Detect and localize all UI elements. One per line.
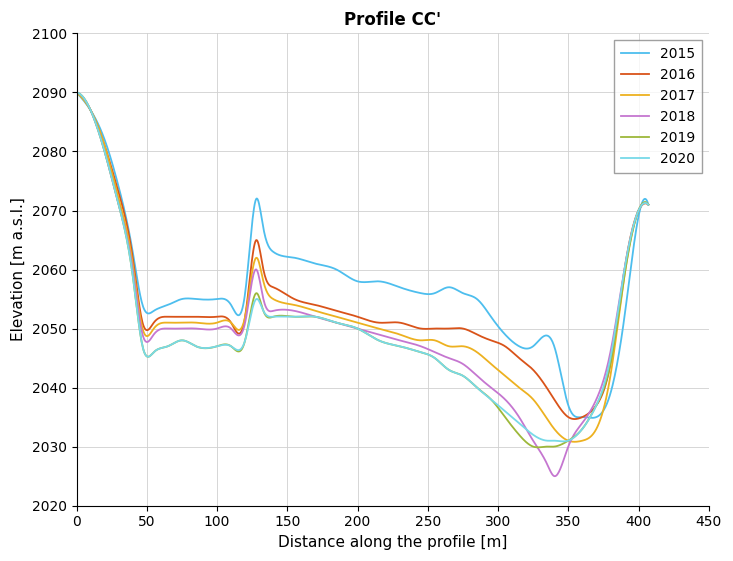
2017 <box>419 337 428 344</box>
2020 <box>559 438 567 445</box>
2015 <box>436 287 445 293</box>
Line: 2016: 2016 <box>76 93 649 419</box>
2018 <box>404 339 413 346</box>
2018 <box>72 89 81 96</box>
2020 <box>404 345 413 352</box>
2015 <box>644 201 653 208</box>
X-axis label: Distance along the profile [m]: Distance along the profile [m] <box>278 535 507 550</box>
2015 <box>587 415 596 421</box>
2016 <box>564 414 573 421</box>
2018 <box>644 201 653 208</box>
2016 <box>506 347 515 353</box>
2018 <box>506 402 515 408</box>
2015 <box>506 336 515 343</box>
2015 <box>107 158 116 164</box>
2015 <box>404 287 413 293</box>
2015 <box>72 89 81 96</box>
2016 <box>436 325 445 332</box>
2015 <box>564 404 573 411</box>
2019 <box>534 444 542 450</box>
2017 <box>436 339 445 346</box>
2019 <box>506 421 515 427</box>
Line: 2019: 2019 <box>76 93 649 447</box>
2020 <box>506 412 515 419</box>
2017 <box>404 334 413 341</box>
2018 <box>550 473 559 480</box>
2020 <box>419 350 428 356</box>
Line: 2015: 2015 <box>76 93 649 418</box>
2017 <box>506 377 515 384</box>
2020 <box>644 201 653 208</box>
2020 <box>72 89 81 96</box>
Legend: 2015, 2016, 2017, 2018, 2019, 2020: 2015, 2016, 2017, 2018, 2019, 2020 <box>614 40 701 173</box>
2018 <box>436 351 445 358</box>
2017 <box>107 168 116 174</box>
2019 <box>404 345 413 352</box>
2019 <box>72 89 81 96</box>
2018 <box>419 344 428 351</box>
2018 <box>565 440 574 447</box>
2016 <box>419 325 428 332</box>
2016 <box>72 89 81 96</box>
Line: 2017: 2017 <box>76 93 649 442</box>
Title: Profile CC': Profile CC' <box>344 11 441 29</box>
Y-axis label: Elevation [m a.s.l.]: Elevation [m a.s.l.] <box>11 197 26 342</box>
2017 <box>570 439 579 445</box>
2020 <box>565 437 574 444</box>
2017 <box>564 438 573 444</box>
2016 <box>570 416 579 422</box>
2016 <box>404 321 413 328</box>
2020 <box>436 360 445 366</box>
2019 <box>107 174 116 181</box>
2019 <box>565 436 574 443</box>
2018 <box>107 174 116 181</box>
2016 <box>644 201 653 208</box>
2020 <box>107 174 116 181</box>
2019 <box>644 201 653 208</box>
2017 <box>72 89 81 96</box>
2017 <box>644 201 653 208</box>
2019 <box>436 360 445 366</box>
2015 <box>419 290 428 297</box>
Line: 2018: 2018 <box>76 93 649 476</box>
Line: 2020: 2020 <box>76 93 649 442</box>
2016 <box>107 165 116 172</box>
2019 <box>419 350 428 356</box>
